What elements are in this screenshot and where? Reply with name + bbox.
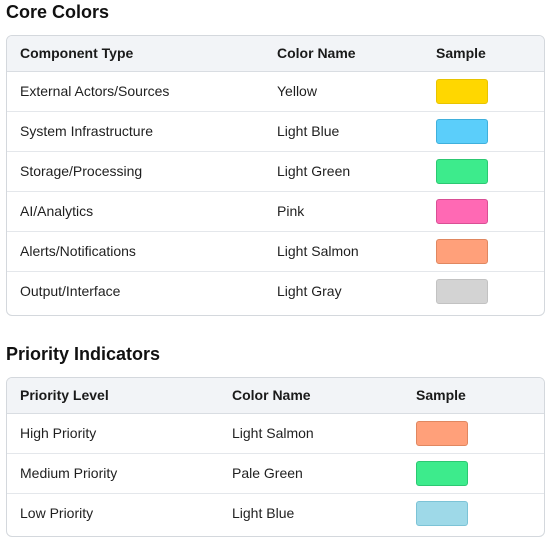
column-header-priority-level: Priority Level: [7, 378, 219, 414]
table-row: AI/Analytics Pink: [7, 190, 544, 231]
component-type-cell: Alerts/Notifications: [7, 230, 264, 271]
table-header-row: Component Type Color Name Sample: [7, 36, 544, 72]
table-row: Storage/Processing Light Green: [7, 150, 544, 191]
color-name-cell: Light Salmon: [264, 230, 423, 271]
sample-cell: [403, 413, 544, 453]
sample-cell: [423, 270, 544, 311]
component-type-cell: AI/Analytics: [7, 190, 264, 231]
sample-cell: [423, 150, 544, 191]
priority-indicators-table: Priority Level Color Name Sample High Pr…: [6, 377, 545, 537]
color-swatch: [436, 278, 488, 304]
column-header-color-name: Color Name: [219, 378, 403, 414]
color-swatch: [436, 158, 488, 184]
component-type-cell: Output/Interface: [7, 270, 264, 311]
color-swatch: [436, 78, 488, 104]
color-name-cell: Light Salmon: [232, 425, 314, 441]
column-header-component-type: Component Type: [7, 36, 264, 72]
color-swatch: [416, 500, 468, 526]
sample-cell: [423, 110, 544, 151]
table-row: System Infrastructure Light Blue: [7, 110, 544, 151]
table-row: Medium Priority Pale Green: [7, 452, 544, 493]
color-swatch: [436, 238, 488, 264]
table-row: Output/Interface Light Gray: [7, 270, 544, 311]
core-colors-title: Core Colors: [6, 2, 110, 22]
color-swatch: [416, 460, 468, 486]
color-swatch: [436, 118, 488, 144]
priority-level-cell: High Priority: [20, 425, 97, 441]
table-row: External Actors/Sources Yellow: [7, 71, 544, 111]
sample-cell: [403, 452, 544, 493]
table-row: Low Priority Light Blue: [7, 492, 544, 533]
component-type-cell: External Actors/Sources: [20, 83, 170, 99]
column-header-color-name: Color Name: [264, 36, 423, 72]
priority-indicators-title: Priority Indicators: [6, 344, 161, 364]
color-name-cell: Yellow: [277, 83, 317, 99]
priority-level-cell: Medium Priority: [7, 452, 219, 493]
column-header-sample: Sample: [403, 378, 544, 414]
sample-cell: [423, 71, 544, 111]
sample-cell: [403, 492, 544, 533]
core-colors-table: Component Type Color Name Sample Externa…: [6, 35, 545, 316]
priority-level-cell: Low Priority: [7, 492, 219, 533]
component-type-cell: System Infrastructure: [7, 110, 264, 151]
color-name-cell: Pink: [264, 190, 423, 231]
component-type-cell: Storage/Processing: [7, 150, 264, 191]
sample-cell: [423, 230, 544, 271]
color-name-cell: Light Green: [264, 150, 423, 191]
color-swatch: [416, 420, 468, 446]
column-header-sample: Sample: [423, 36, 544, 72]
color-name-cell: Pale Green: [219, 452, 403, 493]
color-swatch: [436, 198, 488, 224]
color-name-cell: Light Blue: [264, 110, 423, 151]
table-row: High Priority Light Salmon: [7, 413, 544, 453]
table-header-row: Priority Level Color Name Sample: [7, 378, 544, 414]
table-row: Alerts/Notifications Light Salmon: [7, 230, 544, 271]
color-name-cell: Light Gray: [264, 270, 423, 311]
sample-cell: [423, 190, 544, 231]
color-name-cell: Light Blue: [219, 492, 403, 533]
